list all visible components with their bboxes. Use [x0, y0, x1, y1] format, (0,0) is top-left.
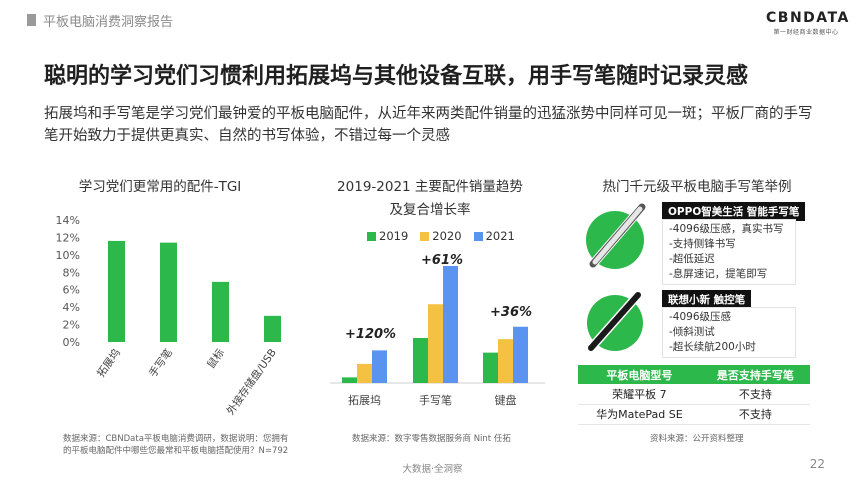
bar-拓展坞-2019: [342, 377, 357, 383]
sales-trend-chart: 拓展坞 手写笔 键盘: [330, 266, 545, 407]
bar-手写笔: [160, 242, 177, 342]
middle-chart-source: 数据来源：数字零售数据服务商 Nint 任拓: [352, 434, 511, 444]
x-tick-label: 外接存储盘/USB: [224, 346, 279, 417]
bar-外接存储盘/USB: [264, 315, 281, 342]
table-cell-support: 不支持: [700, 384, 810, 405]
x-tick-label: 鼠标: [204, 346, 227, 371]
y-tick-label: 14%: [56, 214, 80, 227]
y-tick-label: 0%: [63, 336, 80, 349]
footer-slogan: 大数据·全洞察: [402, 464, 463, 475]
table-header-model: 平板电脑型号: [578, 365, 701, 384]
table-header-row: 平板电脑型号 是否支持手写笔: [578, 365, 810, 384]
logo-main-text: CBNDATA: [766, 10, 850, 26]
bar-鼠标: [212, 281, 229, 342]
growth-label-dock: +120%: [345, 327, 397, 342]
middle-chart-title-1: 2019-2021 主要配件销量趋势: [337, 179, 523, 195]
pen-features-oppo: -4096级压感，真实书写 -支持侧锋书写 -超低延迟 -息屏速记，提笔即写: [662, 219, 796, 285]
chart-legend: 2019 2020 2021: [367, 229, 515, 243]
x-tick-label: 手写笔: [146, 346, 175, 379]
table-header-support: 是否支持手写笔: [700, 365, 810, 384]
pen-feature: -超低延迟: [669, 253, 715, 265]
growth-label-keyboard: +36%: [490, 305, 533, 320]
y-tick-label: 6%: [63, 284, 80, 297]
bar-拓展坞-2020: [357, 363, 372, 383]
pen-name-oppo: OPPO智美生活 智能手写笔: [662, 202, 806, 221]
x-tick-label: 手写笔: [419, 393, 452, 407]
table-cell-support: 不支持: [700, 404, 810, 425]
bar-键盘-2021: [513, 326, 528, 383]
x-tick-label: 拓展坞: [94, 346, 123, 379]
bar-拓展坞: [108, 240, 125, 342]
growth-label-stylus: +61%: [421, 253, 464, 268]
y-tick-label: 4%: [63, 301, 80, 314]
legend-item-2020: 2020: [420, 229, 462, 243]
bar-手写笔-2021: [443, 266, 458, 383]
right-panel-source: 资料来源：公开资料整理: [650, 434, 744, 444]
page-title: 聪明的学习党们习惯利用拓展坞与其他设备互联，用手写笔随时记录灵感: [44, 64, 749, 89]
cbndata-logo: CBNDATA 第一财经商业数据中心: [766, 10, 850, 36]
stylus-pen-icon-lenovo: [586, 290, 643, 353]
legend-item-2021: 2021: [473, 229, 515, 243]
page-number: 22: [809, 457, 825, 471]
page-description: 拓展坞和手写笔是学习党们最钟爱的平板电脑配件，从近年来两类配件销量的迅猛涨势中同…: [44, 106, 813, 144]
y-tick-label: 10%: [56, 249, 80, 262]
table-row: 华为MatePad SE 不支持: [578, 404, 810, 425]
table-cell-model: 华为MatePad SE: [578, 404, 701, 425]
left-chart-title: 学习党们更常用的配件-TGI: [78, 179, 242, 195]
bar-键盘-2019: [483, 352, 498, 383]
stylus-pen-icon-oppo: [586, 202, 647, 269]
pen-feature: -倾斜测试: [669, 326, 715, 338]
pen-feature: -4096级压感，真实书写: [669, 223, 784, 235]
pen-features-lenovo: -4096级压感 -倾斜测试 -超长续航200小时: [662, 307, 796, 358]
bar-拓展坞-2021: [372, 350, 387, 383]
table-row: 荣耀平板 7 不支持: [578, 384, 810, 405]
table-cell-model: 荣耀平板 7: [578, 384, 701, 405]
y-tick-label: 8%: [63, 266, 80, 279]
pen-feature: -4096级压感: [669, 311, 732, 323]
bar-手写笔-2019: [413, 338, 428, 383]
bar-键盘-2020: [498, 339, 513, 383]
header-marker: [27, 14, 36, 26]
x-tick-label: 键盘: [495, 393, 517, 407]
left-chart-source: 数据来源：CBNData平板电脑消费调研，数据说明：您拥有的平板电脑配件中哪些您…: [63, 434, 289, 456]
report-section-title: 平板电脑消费洞察报告: [43, 15, 174, 30]
logo-sub-text: 第一财经商业数据中心: [773, 29, 839, 36]
legend-item-2019: 2019: [367, 229, 408, 243]
pen-feature: -超长续航200小时: [669, 341, 756, 353]
y-tick-label: 12%: [56, 231, 80, 244]
middle-chart-title-2: 及复合增长率: [389, 202, 471, 218]
pen-feature: -支持侧锋书写: [669, 238, 736, 250]
bar-手写笔-2020: [428, 304, 443, 383]
pen-feature: -息屏速记，提笔即写: [669, 268, 768, 280]
x-tick-label: 拓展坞: [348, 393, 381, 407]
stylus-support-table: 平板电脑型号 是否支持手写笔 荣耀平板 7 不支持 华为MatePad SE 不…: [578, 365, 810, 425]
pen-name-lenovo: 联想小新 触控笔: [662, 290, 752, 309]
y-tick-label: 2%: [63, 319, 80, 332]
right-panel-title: 热门千元级平板电脑手写笔举例: [602, 179, 792, 195]
